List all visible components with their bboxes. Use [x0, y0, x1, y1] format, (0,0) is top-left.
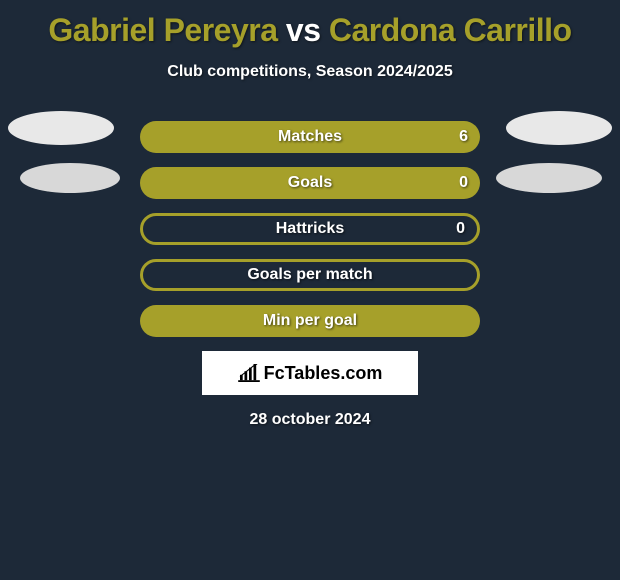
logo-label: FcTables.com [264, 363, 383, 384]
logo-box: FcTables.com [202, 351, 418, 395]
stat-value: 0 [456, 220, 465, 238]
stat-label: Min per goal [263, 312, 357, 330]
stat-value: 0 [459, 174, 468, 192]
stat-label: Goals [288, 174, 332, 192]
subtitle: Club competitions, Season 2024/2025 [0, 63, 620, 81]
stat-label: Hattricks [276, 220, 344, 238]
date-label: 28 october 2024 [0, 411, 620, 429]
stat-label: Matches [278, 128, 342, 146]
stat-row: Hattricks 0 [0, 213, 620, 245]
logo: FcTables.com [238, 363, 383, 384]
page-title: Gabriel Pereyra vs Cardona Carrillo [0, 0, 620, 49]
stat-row: Goals per match [0, 259, 620, 291]
stat-row: Min per goal [0, 305, 620, 337]
stat-bar: Goals per match [140, 259, 480, 291]
title-vs: vs [286, 12, 321, 48]
stat-value: 6 [459, 128, 468, 146]
stat-row: Goals 0 [0, 167, 620, 199]
stat-bar: Hattricks 0 [140, 213, 480, 245]
stat-bar: Min per goal [140, 305, 480, 337]
stats-section: Matches 6 Goals 0 Hattricks 0 Goals per match M… [0, 121, 620, 337]
title-player1: Gabriel Pereyra [48, 12, 277, 48]
bar-chart-icon [238, 364, 260, 382]
stat-label: Goals per match [247, 266, 372, 284]
stat-bar: Matches 6 [140, 121, 480, 153]
stat-row: Matches 6 [0, 121, 620, 153]
title-player2: Cardona Carrillo [329, 12, 572, 48]
stat-bar: Goals 0 [140, 167, 480, 199]
